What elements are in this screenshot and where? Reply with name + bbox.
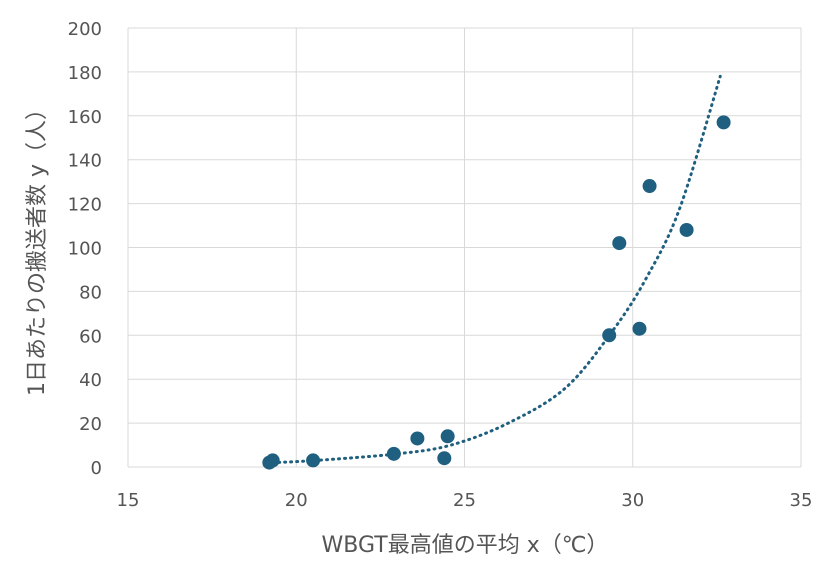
x-tick-label: 30: [621, 490, 644, 511]
y-tick-label: 140: [68, 151, 102, 172]
data-point: [306, 453, 321, 468]
y-tick-label: 200: [68, 19, 102, 40]
x-tick-label: 20: [285, 490, 308, 511]
trendline: [271, 74, 722, 465]
x-tick-label: 25: [453, 490, 476, 511]
y-tick-label: 20: [79, 414, 102, 435]
tick-labels: 15 20 25 30 35 0 20 40 60 80 100 120 140 160 180 200: [68, 19, 813, 511]
x-axis-title: WBGT最高値の平均 x（℃）: [322, 533, 609, 558]
data-point: [602, 328, 617, 343]
y-axis-title: 1日あたりの搬送者数 y（人）: [25, 98, 50, 396]
y-tick-label: 160: [68, 107, 102, 128]
y-tick-label: 180: [68, 63, 102, 84]
data-point: [386, 446, 401, 461]
data-point: [437, 451, 452, 466]
data-point: [440, 429, 455, 444]
y-tick-label: 80: [79, 282, 102, 303]
data-points: [262, 115, 731, 470]
y-tick-label: 100: [68, 239, 102, 260]
data-point: [410, 431, 425, 446]
data-point: [642, 179, 657, 194]
data-point: [265, 453, 280, 468]
data-point: [632, 321, 647, 336]
data-point: [679, 222, 694, 237]
data-point: [612, 236, 627, 251]
data-point: [716, 115, 731, 130]
y-tick-label: 0: [91, 458, 102, 479]
y-tick-label: 40: [79, 370, 102, 391]
gridlines: [127, 27, 802, 468]
x-tick-label: 15: [117, 490, 140, 511]
y-tick-label: 60: [79, 326, 102, 347]
y-tick-label: 120: [68, 195, 102, 216]
x-tick-label: 35: [790, 490, 813, 511]
